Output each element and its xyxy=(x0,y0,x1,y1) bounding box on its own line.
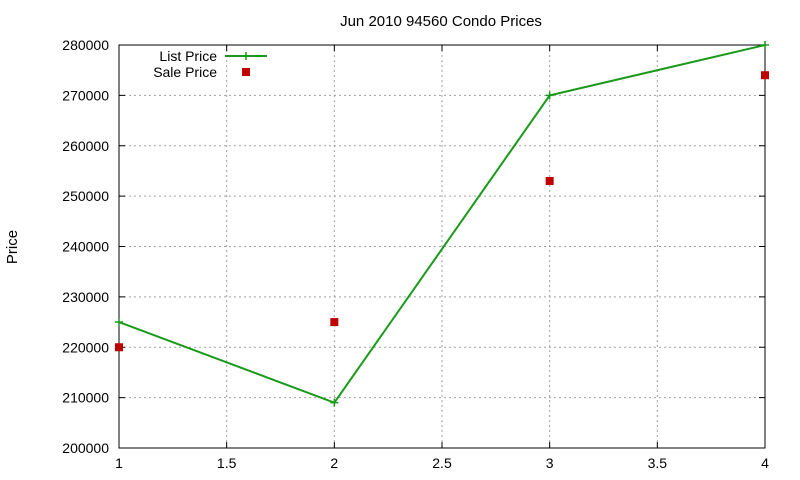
list-price-point xyxy=(330,398,339,407)
y-tick-label: 210000 xyxy=(62,390,109,406)
y-axis-label: Price xyxy=(4,230,21,264)
y-tick-label: 260000 xyxy=(62,138,109,154)
list-price-point xyxy=(115,318,123,327)
legend-entry-sale-price: Sale Price xyxy=(153,64,250,80)
y-tick-label: 200000 xyxy=(62,440,109,456)
legend-marker xyxy=(242,52,250,60)
list-price-line xyxy=(118,44,766,404)
chart-title: Jun 2010 94560 Condo Prices xyxy=(340,13,542,30)
list-price-point xyxy=(761,41,769,49)
grid xyxy=(119,45,765,448)
sale-price-point xyxy=(330,318,339,327)
y-tick-label: 270000 xyxy=(62,87,109,103)
legend-label: List Price xyxy=(159,48,217,64)
x-tick-label: 1 xyxy=(115,455,123,471)
y-tick-label: 240000 xyxy=(62,239,109,255)
axis-ticks: 200000 210000 220000 230000 240000 250000 2600… xyxy=(62,37,769,471)
y-tick-label: 230000 xyxy=(62,289,109,305)
series xyxy=(115,41,769,407)
sale-price-point xyxy=(761,71,769,80)
legend-entry-list-price: List Price xyxy=(159,48,267,64)
sale-price-point xyxy=(115,343,123,352)
x-tick-label: 1.5 xyxy=(217,455,237,471)
x-tick-label: 2 xyxy=(330,455,338,471)
legend-label: Sale Price xyxy=(153,64,217,80)
list-price-point xyxy=(545,91,554,100)
x-tick-label: 3.5 xyxy=(648,455,668,471)
x-tick-label: 3 xyxy=(546,455,554,471)
sale-price-point xyxy=(545,177,554,186)
x-tick-label: 4 xyxy=(761,455,769,471)
x-tick-label: 2.5 xyxy=(432,455,452,471)
legend-swatch xyxy=(242,68,250,76)
y-tick-label: 280000 xyxy=(62,37,109,53)
y-tick-label: 220000 xyxy=(62,339,109,355)
y-tick-label: 250000 xyxy=(62,188,109,204)
